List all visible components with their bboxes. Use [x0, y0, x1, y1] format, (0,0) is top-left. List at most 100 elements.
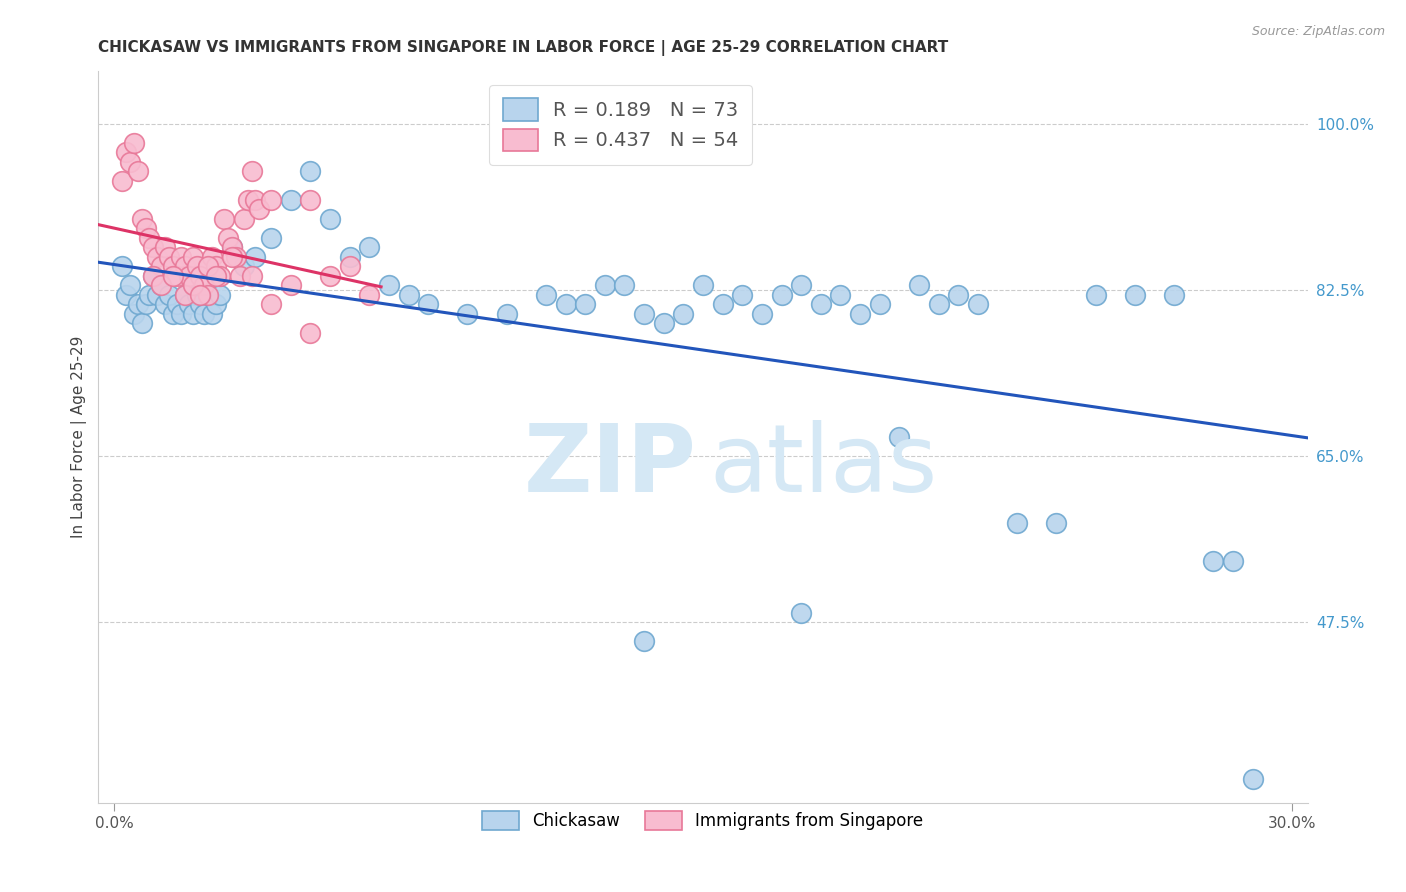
Point: [181, 307, 204, 321]
Point: [142, 268, 165, 283]
Point: [672, 307, 695, 321]
Point: [790, 278, 813, 293]
Point: [229, 268, 252, 283]
Point: [359, 287, 381, 301]
Point: [240, 164, 263, 178]
Point: [398, 287, 420, 301]
Point: [122, 307, 145, 321]
Point: [197, 259, 219, 273]
Point: [633, 634, 655, 648]
Point: [115, 145, 138, 160]
Point: [153, 297, 176, 311]
Point: [150, 259, 173, 273]
Point: [378, 278, 401, 293]
Point: [319, 211, 342, 226]
Point: [339, 250, 361, 264]
Point: [299, 164, 322, 178]
Y-axis label: In Labor Force | Age 25-29: In Labor Force | Age 25-29: [72, 336, 87, 538]
Point: [157, 250, 180, 264]
Point: [692, 278, 714, 293]
Point: [146, 250, 169, 264]
Point: [177, 268, 200, 283]
Point: [299, 193, 322, 207]
Point: [633, 307, 655, 321]
Point: [142, 268, 165, 283]
Point: [770, 287, 793, 301]
Point: [236, 193, 259, 207]
Point: [173, 259, 195, 273]
Point: [118, 154, 141, 169]
Point: [966, 297, 988, 311]
Point: [118, 278, 141, 293]
Point: [186, 287, 208, 301]
Point: [193, 278, 215, 293]
Point: [790, 606, 813, 620]
Point: [359, 240, 381, 254]
Point: [245, 250, 267, 264]
Point: [247, 202, 270, 216]
Point: [166, 268, 188, 283]
Point: [1123, 287, 1146, 301]
Point: [418, 297, 440, 311]
Point: [142, 240, 165, 254]
Point: [209, 268, 232, 283]
Point: [153, 240, 176, 254]
Point: [1202, 553, 1225, 567]
Point: [127, 297, 149, 311]
Point: [181, 250, 204, 264]
Point: [928, 297, 950, 311]
Point: [1241, 772, 1264, 786]
Point: [232, 259, 254, 273]
Point: [190, 297, 212, 311]
Point: [1045, 516, 1067, 530]
Point: [339, 259, 361, 273]
Point: [162, 259, 184, 273]
Point: [908, 278, 931, 293]
Point: [190, 287, 212, 301]
Point: [170, 307, 193, 321]
Point: [186, 259, 208, 273]
Point: [173, 287, 195, 301]
Point: [157, 287, 180, 301]
Point: [751, 307, 773, 321]
Point: [205, 297, 228, 311]
Point: [193, 307, 215, 321]
Point: [245, 193, 267, 207]
Point: [593, 278, 616, 293]
Point: [127, 164, 149, 178]
Point: [170, 250, 193, 264]
Text: ZIP: ZIP: [524, 420, 697, 512]
Point: [181, 278, 204, 293]
Point: [111, 173, 134, 187]
Point: [173, 287, 195, 301]
Point: [201, 307, 224, 321]
Point: [456, 307, 478, 321]
Point: [166, 297, 188, 311]
Point: [574, 297, 596, 311]
Text: CHICKASAW VS IMMIGRANTS FROM SINGAPORE IN LABOR FORCE | AGE 25-29 CORRELATION CH: CHICKASAW VS IMMIGRANTS FROM SINGAPORE I…: [98, 40, 949, 56]
Point: [711, 297, 734, 311]
Point: [652, 316, 675, 330]
Point: [319, 268, 342, 283]
Point: [115, 287, 138, 301]
Point: [946, 287, 969, 301]
Point: [135, 221, 157, 235]
Point: [830, 287, 852, 301]
Point: [1163, 287, 1185, 301]
Text: atlas: atlas: [709, 420, 938, 512]
Point: [205, 268, 228, 283]
Point: [260, 297, 283, 311]
Legend: Chickasaw, Immigrants from Singapore: Chickasaw, Immigrants from Singapore: [474, 803, 932, 838]
Point: [150, 278, 173, 293]
Point: [260, 230, 283, 244]
Point: [260, 193, 283, 207]
Point: [240, 268, 263, 283]
Point: [150, 278, 173, 293]
Point: [221, 240, 243, 254]
Point: [869, 297, 891, 311]
Point: [280, 278, 302, 293]
Point: [225, 250, 247, 264]
Point: [209, 287, 232, 301]
Point: [111, 259, 134, 273]
Point: [217, 230, 239, 244]
